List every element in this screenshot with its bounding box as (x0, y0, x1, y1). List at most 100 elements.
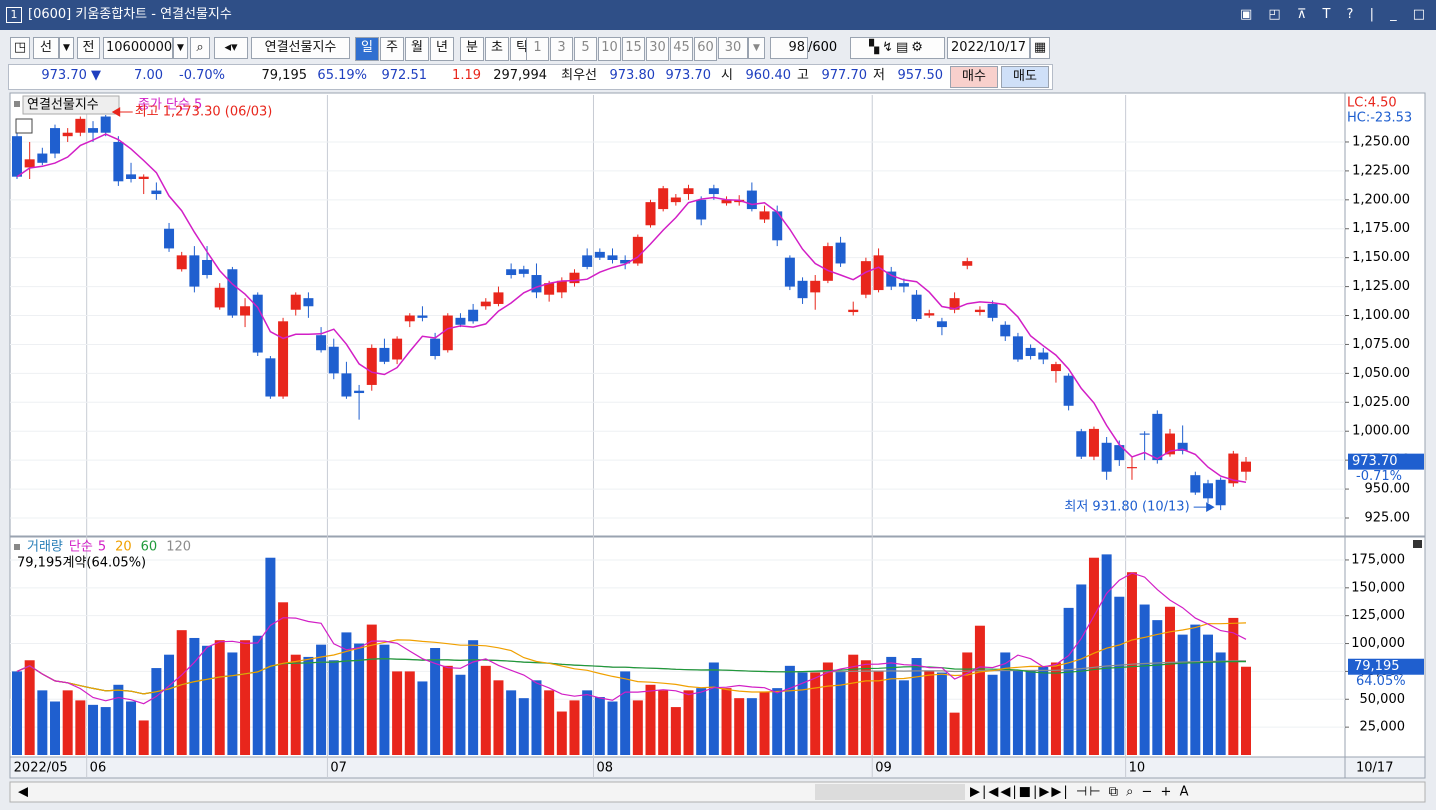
interval-button[interactable]: 3 (550, 37, 573, 61)
sound-button[interactable]: ◂▾ (214, 37, 248, 59)
low-label: 최저 931.80 (10/13) (1064, 500, 1189, 515)
y-tick-label: 1,000.00 (1352, 424, 1410, 439)
candle-body (189, 255, 200, 287)
search-button[interactable]: ⌕ (190, 37, 210, 59)
volume-bar (518, 698, 529, 755)
period-button[interactable]: 초 (485, 37, 509, 61)
volume-bar (151, 668, 162, 755)
period-button[interactable]: 년 (430, 37, 454, 61)
candle-body (898, 283, 909, 287)
volume-bar (670, 707, 681, 755)
volume-bar (949, 712, 960, 755)
interval-button[interactable]: 1 (526, 37, 549, 61)
y-tick-label: 925.00 (1365, 510, 1411, 525)
layout-button[interactable]: ◳ (10, 37, 30, 59)
quote-price: 973.70 ▼ (41, 68, 101, 83)
y-tick-label: 150,000 (1351, 580, 1405, 595)
candle-body (721, 199, 732, 204)
y-tick-label: 1,125.00 (1352, 279, 1410, 294)
volume-bar (303, 656, 314, 755)
candle-body (556, 280, 567, 293)
candle-body (936, 321, 947, 328)
volume-bar (962, 652, 973, 755)
dropdown[interactable]: ▼ (173, 37, 188, 59)
candle-body (252, 294, 263, 353)
count-input[interactable]: 98 (770, 37, 808, 59)
volume-bar (569, 700, 580, 755)
quote-open: 960.40 (745, 68, 792, 83)
candle-body (822, 246, 833, 281)
volume-bar (75, 700, 86, 755)
interval-select[interactable]: 30 (718, 37, 748, 59)
lc-label: LC:4.50 (1347, 96, 1397, 111)
volume-bar (366, 624, 377, 755)
candle-body (708, 188, 719, 195)
candle-body (176, 255, 187, 270)
ma-period: 5 (194, 98, 202, 113)
market-select[interactable]: 선 (33, 37, 59, 59)
price-legend: 연결선물지수 (27, 98, 99, 113)
interval-group: 1 3 5 10 15 30 45 60 (526, 37, 718, 61)
candle-body (544, 283, 555, 295)
volume-bar (430, 648, 441, 755)
volume-bar (442, 665, 453, 755)
period-button[interactable]: 월 (405, 37, 429, 61)
volume-bar (24, 660, 35, 755)
volume-bar (1012, 670, 1023, 755)
candle-body (1164, 433, 1175, 455)
window-title: [0600] 키움종합차트 - 연결선물지수 (28, 7, 232, 22)
interval-button[interactable]: 15 (622, 37, 645, 61)
candle-body (1038, 352, 1049, 360)
name-box[interactable]: 연결선물지수 (251, 37, 350, 59)
candle-body (468, 309, 479, 322)
candle-body (772, 211, 783, 241)
volume-bar (835, 671, 846, 755)
interval-button[interactable]: 5 (574, 37, 597, 61)
period-button[interactable]: 일 (355, 37, 379, 61)
candle-body (860, 261, 871, 295)
candle-body (227, 269, 238, 316)
interval-button[interactable]: 45 (670, 37, 693, 61)
volume-bar (1076, 584, 1087, 755)
interval-button[interactable]: 10 (598, 37, 621, 61)
code-input[interactable]: 10600000 (103, 37, 173, 59)
candle-body (746, 190, 757, 210)
y-tick-label: 1,175.00 (1352, 221, 1410, 236)
quote-rate: -0.70% (179, 68, 225, 83)
candle-body (531, 275, 542, 293)
buy-button[interactable]: 매수 (950, 66, 998, 88)
scroll-controls: ▶|◀◀|■|▶▶| ⊣⊢ ⧉ ⌕ − + A (970, 785, 1190, 800)
y-tick-label: 1,150.00 (1352, 250, 1410, 265)
period-button[interactable]: 분 (460, 37, 484, 61)
volume-bar (784, 665, 795, 755)
volume-bar (202, 645, 213, 755)
volume-bar (1152, 620, 1163, 755)
y-tick-label: 1,200.00 (1352, 192, 1410, 207)
volume-bar (772, 688, 783, 755)
interval-button[interactable]: 60 (694, 37, 717, 61)
candle-body (1114, 445, 1125, 461)
sell-button[interactable]: 매도 (1001, 66, 1049, 88)
calendar-button[interactable]: ▦ (1030, 37, 1050, 59)
mode-button[interactable]: 전 (77, 37, 100, 59)
date-input[interactable]: 2022/10/17 (947, 37, 1030, 59)
volume-bar (898, 680, 909, 755)
interval-button[interactable]: 30 (646, 37, 669, 61)
candle-body (1215, 479, 1226, 506)
tool-icons[interactable]: ▚↯▤⚙ (850, 37, 945, 59)
x-last-date: 10/17 (1356, 761, 1393, 776)
candle-body (594, 251, 605, 258)
ma-legend: 종가 단순 (138, 98, 190, 113)
candle-body (873, 255, 884, 291)
volume-bar (1050, 662, 1061, 755)
volume-bar (37, 690, 48, 755)
dropdown[interactable]: ▼ (59, 37, 74, 59)
candle-body (113, 141, 124, 182)
candle-body (784, 257, 795, 287)
dropdown[interactable]: ▼ (748, 37, 765, 59)
period-button[interactable]: 주 (380, 37, 404, 61)
candle-body (316, 335, 327, 351)
window-controls[interactable]: ▣ ◰ ⊼ T ? | _ □ ✕ (1240, 7, 1436, 22)
quote-label: 시 (721, 68, 733, 83)
